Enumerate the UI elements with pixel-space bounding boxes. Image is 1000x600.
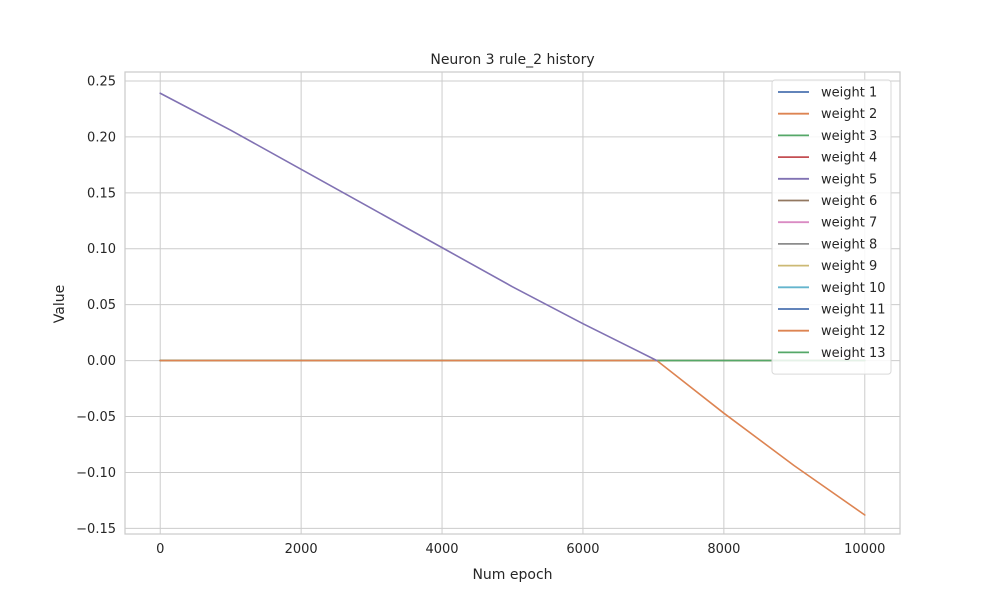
legend-label: weight 3 [821,129,877,144]
x-axis-label: Num epoch [472,567,552,583]
tick-labels: 0 2000 4000 6000 8000 10000 −0.15 −0.10 −0.05 0.0… [76,74,885,557]
x-tick-label: 8000 [707,542,740,557]
y-tick-label: 0.20 [87,130,116,145]
legend-label: weight 9 [821,259,877,274]
series-line-weight-5 [159,92,658,362]
x-tick-label: 2000 [285,542,318,557]
legend-label: weight 10 [821,281,886,296]
series-lines [159,92,866,516]
x-tick-label: 10000 [844,542,885,557]
legend-label: weight 11 [821,303,886,318]
legend-label: weight 4 [821,151,877,166]
y-tick-label: −0.15 [76,522,116,537]
legend-label: weight 1 [821,86,877,101]
chart-title: Neuron 3 rule_2 history [430,52,594,68]
y-tick-label: 0.05 [87,298,116,313]
y-tick-label: 0.25 [87,74,116,89]
x-tick-label: 4000 [425,542,458,557]
x-tick-label: 0 [156,542,164,557]
y-tick-label: −0.05 [76,410,116,425]
legend-label: weight 12 [821,324,886,339]
plot-frame [124,71,901,535]
legend-label: weight 8 [821,237,877,252]
legend-label: weight 5 [821,172,877,187]
y-tick-label: 0.10 [87,242,116,257]
legend-box [771,79,892,375]
y-tick-label: 0.00 [87,354,116,369]
y-tick-label: 0.15 [87,186,116,201]
legend-label: weight 6 [821,194,877,209]
x-tick-label: 6000 [566,542,599,557]
legend-label: weight 2 [821,107,877,122]
legend-label: weight 13 [821,346,886,361]
y-axis-label: Value [52,285,68,323]
legend: weight 1 weight 2 weight 3 weight 4 weight 5… [771,79,892,375]
legend-label: weight 7 [821,216,877,231]
series-line-weight-2 [159,359,866,516]
y-tick-label: −0.10 [76,466,116,481]
